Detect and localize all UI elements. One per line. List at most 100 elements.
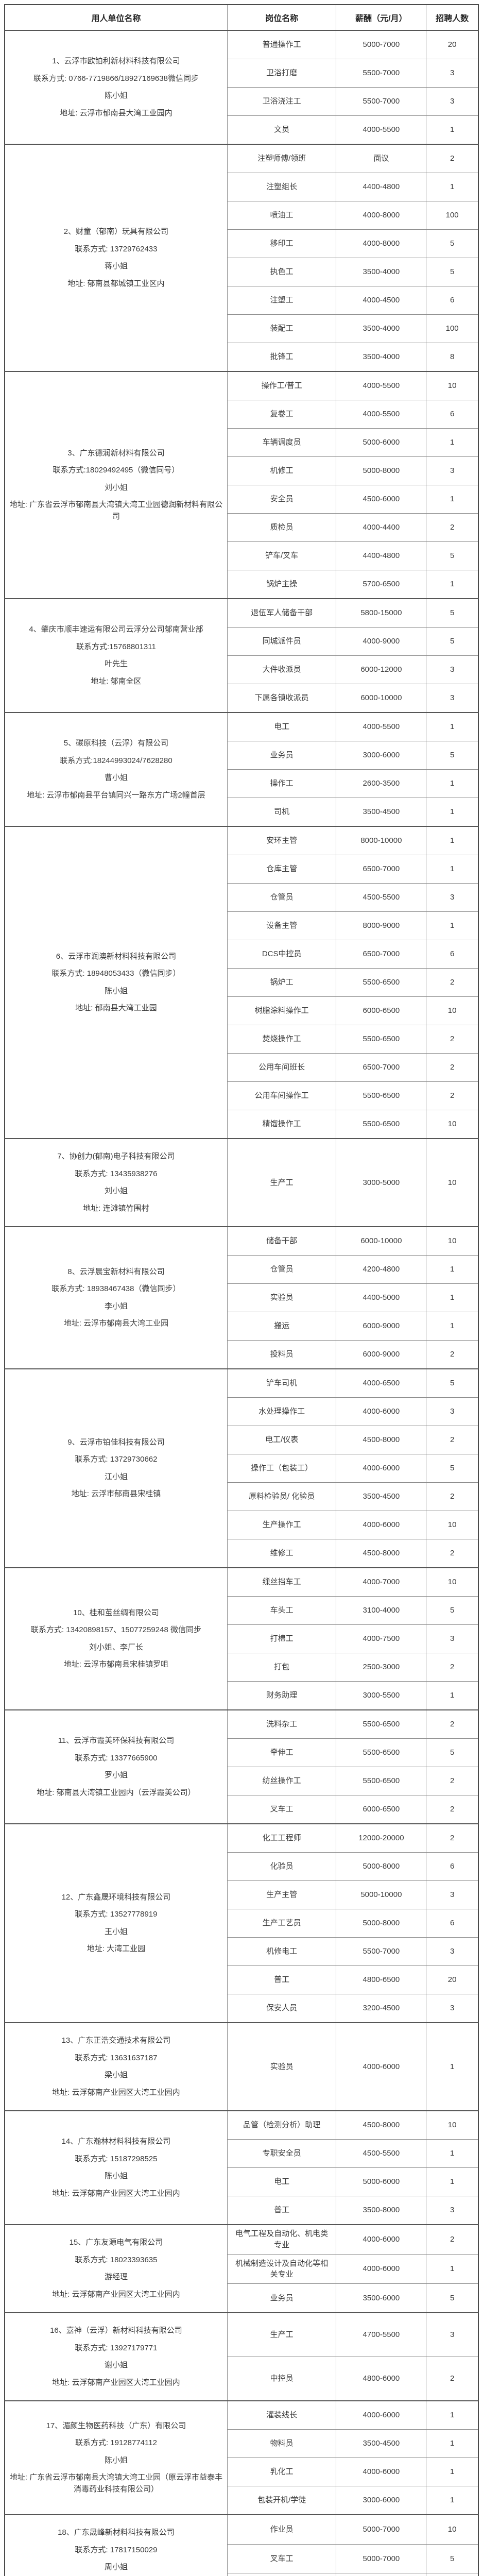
position-count: 2 [426,1709,479,1739]
position-row: 卫浴浇注工 5500-7000 3 [5,87,479,116]
position-row: 仓管员 4200-4800 1 [5,1255,479,1284]
position-row: 乳化工 4000-6000 1 [5,2458,479,2486]
position-row: 水处理操作工 4000-6000 3 [5,1397,479,1426]
company-cell: 4、肇庆市顺丰速运有限公司云浮分公司郁南营业部 联系方式:15768801311 叶… [4,598,228,713]
position-salary: 6500-7000 [336,940,427,969]
position-salary: 5000-7000 [336,2544,427,2574]
position-count: 1 [426,1283,479,1312]
company-contact: 联系方式: 13377665900 [75,1753,158,1762]
position-title: 卫浴打磨 [227,59,337,88]
position-title: 树脂涂料操作工 [227,996,337,1025]
position-row: 叉车工 5000-7000 5 [5,2544,479,2574]
position-row: 下属各镇收派员 6000-10000 3 [5,684,479,713]
position-row: 装配工 3500-4000 100 [5,314,479,343]
position-salary: 3100-4000 [336,1596,427,1625]
company-name: 5、碳原科技（云浮）有限公司 [63,739,169,748]
position-title: 生产工 [227,2312,337,2357]
position-count: 5 [426,1596,479,1625]
position-title: 卫浴浇注工 [227,87,337,116]
position-title: 安全员 [227,485,337,514]
position-title: 仓库主管 [227,855,337,884]
position-count: 5 [426,258,479,286]
position-row: 牵伸工 5500-6500 5 [5,1738,479,1767]
position-title: 专职安全员 [227,2139,337,2168]
position-row: 搬运 6000-9000 1 [5,1312,479,1341]
position-title: 装配工 [227,314,337,343]
position-salary: 8000-9000 [336,911,427,940]
position-count: 1 [426,115,479,145]
company-name: 8、云浮晨宝新材料有限公司 [67,1267,165,1276]
company-contact: 联系方式: 17817150029 [75,2545,158,2554]
position-salary: 4000-5500 [336,115,427,145]
position-count: 1 [426,2486,479,2515]
company-contact-person: 谢小姐 [104,2361,128,2369]
position-row: 12、广东鑫晟环境科技有限公司 联系方式: 13527778919 王小姐 地址: 大… [4,1823,479,2023]
position-count: 3 [426,1937,479,1966]
position-salary: 4500-6000 [336,2573,427,2576]
company-address: 地址: 云浮市郁南县宋桂镇 [71,1489,161,1498]
position-salary: 5000-7000 [336,30,427,59]
position-title: 机械制造设计及自动化等相关专业 [227,2254,337,2284]
position-title: 打棉工 [227,1624,337,1653]
position-count: 2 [426,1340,479,1369]
position-row: 公用车间班长 6500-7000 2 [5,1053,479,1082]
position-count: 1 [426,826,479,855]
position-row: 生产工艺员 5000-8000 6 [5,1909,479,1938]
position-title: 喷油工 [227,201,337,230]
position-title: 大件收派员 [227,655,337,684]
position-title: 执色工 [227,258,337,286]
company-contact: 联系方式: 13927179771 [75,2343,158,2352]
company-name: 13、广东正浩交通技术有限公司 [61,2036,171,2045]
position-salary: 4000-8000 [336,229,427,258]
position-title: 退伍军人储备干部 [227,598,337,628]
position-title: 电工 [227,2167,337,2196]
position-salary: 3500-4000 [336,314,427,343]
position-title: 操作工（包装工） [227,1454,337,1483]
position-salary: 5500-6500 [336,968,427,997]
position-row: 同城派件员 4000-9000 5 [5,627,479,656]
position-row: 移印工 4000-8000 5 [5,229,479,258]
position-title: 生产主管 [227,1880,337,1909]
position-title: 注塑师傅/领班 [227,144,337,173]
position-count: 2 [426,1426,479,1454]
position-salary: 8000-10000 [336,826,427,855]
position-row: 原料检验员/ 化验员 3500-4500 2 [5,1482,479,1511]
company-name: 10、桂和茧丝绸有限公司 [73,1608,159,1617]
position-salary: 6000-6500 [336,996,427,1025]
company-address: 地址: 云浮郁南产业园区大湾工业园内 [52,2189,180,2198]
position-row: 实验员 4400-5000 1 [5,1283,479,1312]
company-address: 地址: 郁南县都城镇工业区内 [67,279,165,288]
position-row: 生产主管 5000-10000 3 [5,1880,479,1909]
position-title: 化验员 [227,1852,337,1881]
position-title: 物料员 [227,2429,337,2458]
company-cell: 17、湄颜生物医药科技（广东）有限公司 联系方式: 19128774112 陈小姐地… [4,2400,228,2515]
position-title: 灌装线长 [227,2400,337,2430]
position-count: 3 [426,59,479,88]
position-salary: 5500-6500 [336,1025,427,1054]
table-header: 用人单位名称 岗位名称 薪酬（元/月） 招聘人数 [4,4,479,31]
position-title: 铲车司机 [227,1368,337,1398]
position-title: 机修工 [227,456,337,485]
position-salary: 6000-12000 [336,655,427,684]
position-count: 3 [426,1880,479,1909]
company-address: 地址: 广东省云浮市郁南县大湾镇大湾工业园德润新材料有限公司 [9,500,223,521]
position-title: 业务员 [227,741,337,770]
position-count: 1 [426,485,479,514]
position-count: 20 [426,30,479,59]
position-count: 3 [426,87,479,116]
position-row: 树脂涂料操作工 6000-6500 10 [5,996,479,1025]
position-count: 2 [426,968,479,997]
position-salary: 5500-6500 [336,1738,427,1767]
company-address: 地址: 云浮郁南产业园区大湾工业园内 [52,2378,180,2387]
company-contact-person: 刘小姐 [104,483,128,492]
company-name: 6、云浮市润澳新材料科技有限公司 [56,952,177,961]
position-salary: 4700-5500 [336,2312,427,2357]
position-row: 打包 2500-3000 2 [5,1653,479,1682]
position-salary: 4000-5500 [336,371,427,400]
company-contact-person: 陈小姐 [104,2455,128,2465]
position-count: 3 [426,2196,479,2225]
position-row: 设备主管 8000-9000 1 [5,911,479,940]
position-salary: 4000-6000 [336,1454,427,1483]
